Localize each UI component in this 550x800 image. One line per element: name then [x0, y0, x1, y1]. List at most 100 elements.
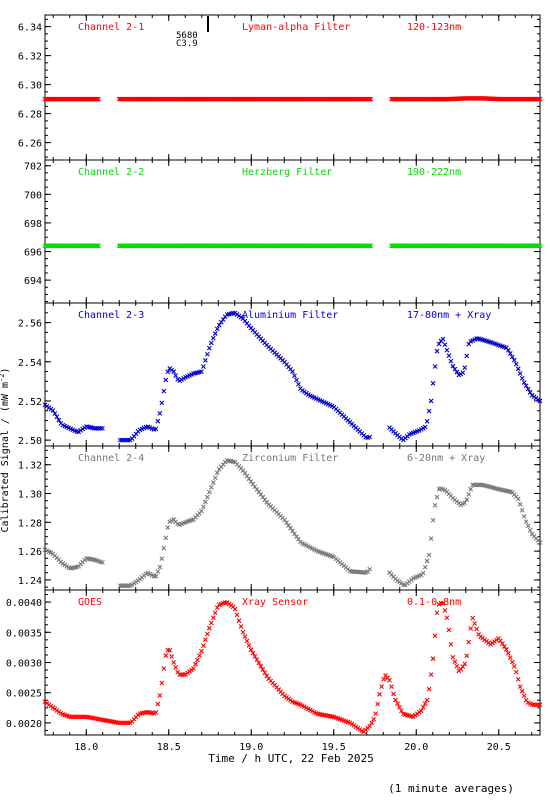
data-point [515, 366, 521, 372]
y-axis-label: Calibrated Signal / (mW m-2) [0, 368, 11, 533]
data-point [214, 605, 220, 611]
data-point [426, 686, 432, 692]
data-point [210, 335, 216, 341]
data-point [202, 499, 208, 505]
data-point [428, 398, 434, 404]
data-point [507, 655, 513, 661]
data-point [155, 569, 161, 575]
data-point [199, 508, 204, 514]
data-point [95, 96, 100, 102]
data-point [519, 375, 525, 381]
data-point [454, 663, 460, 669]
data-point [422, 701, 428, 706]
data-point [511, 357, 517, 363]
data-point [397, 704, 402, 710]
data-point [470, 615, 476, 621]
data-point [296, 381, 301, 387]
data-point [171, 369, 177, 374]
data-point [367, 566, 373, 572]
y-tick-label: 2.54 [18, 358, 42, 369]
data-point [214, 470, 220, 476]
data-point [424, 558, 430, 564]
data-point [537, 243, 543, 249]
data-point [282, 517, 287, 523]
data-point [254, 657, 260, 663]
data-point [159, 400, 165, 406]
data-point [428, 536, 434, 542]
panel-title-left: Channel 2-1 [78, 22, 144, 33]
data-point [430, 517, 436, 523]
data-point [244, 638, 250, 644]
data-point [220, 317, 226, 322]
y-tick-label: 6.34 [18, 23, 42, 34]
data-point [242, 470, 248, 476]
data-point [434, 348, 440, 354]
data-point [527, 389, 533, 395]
data-point [201, 643, 206, 648]
footnote: (1 minute averages) [388, 782, 514, 795]
data-point [537, 702, 543, 708]
y-tick-label: 6.26 [18, 139, 42, 150]
data-point [197, 653, 202, 658]
data-point [448, 641, 454, 647]
data-point [218, 319, 224, 325]
data-point [460, 370, 466, 375]
event-marker-label-1: 5680 [176, 31, 198, 41]
data-point [240, 468, 246, 473]
data-point [206, 625, 212, 631]
y-tick-label: 2.50 [18, 436, 42, 447]
y-tick-label: 6.30 [18, 81, 42, 92]
data-point [290, 528, 295, 534]
data-point [290, 369, 295, 374]
data-point [367, 434, 373, 440]
data-point [258, 663, 264, 669]
data-point [432, 502, 438, 508]
data-point [208, 485, 214, 490]
data-point [201, 504, 206, 510]
data-point [426, 408, 432, 414]
data-point [505, 650, 511, 656]
panel-frame [44, 159, 541, 304]
data-point [199, 648, 204, 654]
y-tick-label: 698 [24, 219, 42, 230]
data-point [371, 716, 377, 722]
x-tick-label: 20.0 [404, 742, 428, 753]
panel-5: 0.0020 0.0025 0.0030 0.0035 0.0040 GOES Xray S… [6, 589, 543, 736]
data-point [464, 653, 470, 659]
data-point [256, 660, 262, 666]
data-point [420, 570, 426, 576]
y-tick-label: 700 [24, 190, 42, 201]
panel-1: 6.26 6.28 6.30 6.32 6.34 Channel 2-1 Lyman-alp… [18, 14, 543, 161]
data-point [442, 342, 448, 348]
series-markers [42, 243, 543, 249]
data-point [379, 684, 384, 690]
data-point [424, 418, 430, 424]
y-tick-label: 1.30 [18, 490, 42, 501]
data-point [208, 620, 214, 626]
data-point [450, 654, 456, 660]
data-point [452, 366, 458, 372]
data-point [246, 476, 252, 482]
y-tick-label: 1.26 [18, 547, 42, 558]
data-point [210, 615, 216, 621]
data-point [214, 326, 220, 332]
data-point [367, 723, 373, 729]
data-point [450, 363, 456, 369]
data-point [440, 336, 446, 342]
data-point [399, 708, 404, 714]
y-tick-label: 0.0040 [6, 598, 42, 609]
data-point [436, 341, 442, 347]
data-point [444, 615, 450, 621]
data-point [446, 353, 452, 359]
data-point [420, 704, 426, 710]
data-point [367, 96, 373, 102]
data-point [155, 701, 161, 707]
data-point [292, 531, 297, 537]
data-point [472, 621, 478, 626]
data-point [173, 373, 179, 378]
data-point [446, 627, 452, 633]
event-marker-label-2: C3.9 [176, 39, 198, 49]
data-point [163, 377, 169, 383]
data-point [244, 473, 250, 479]
panel-title-mid: Xray Sensor [242, 597, 308, 608]
